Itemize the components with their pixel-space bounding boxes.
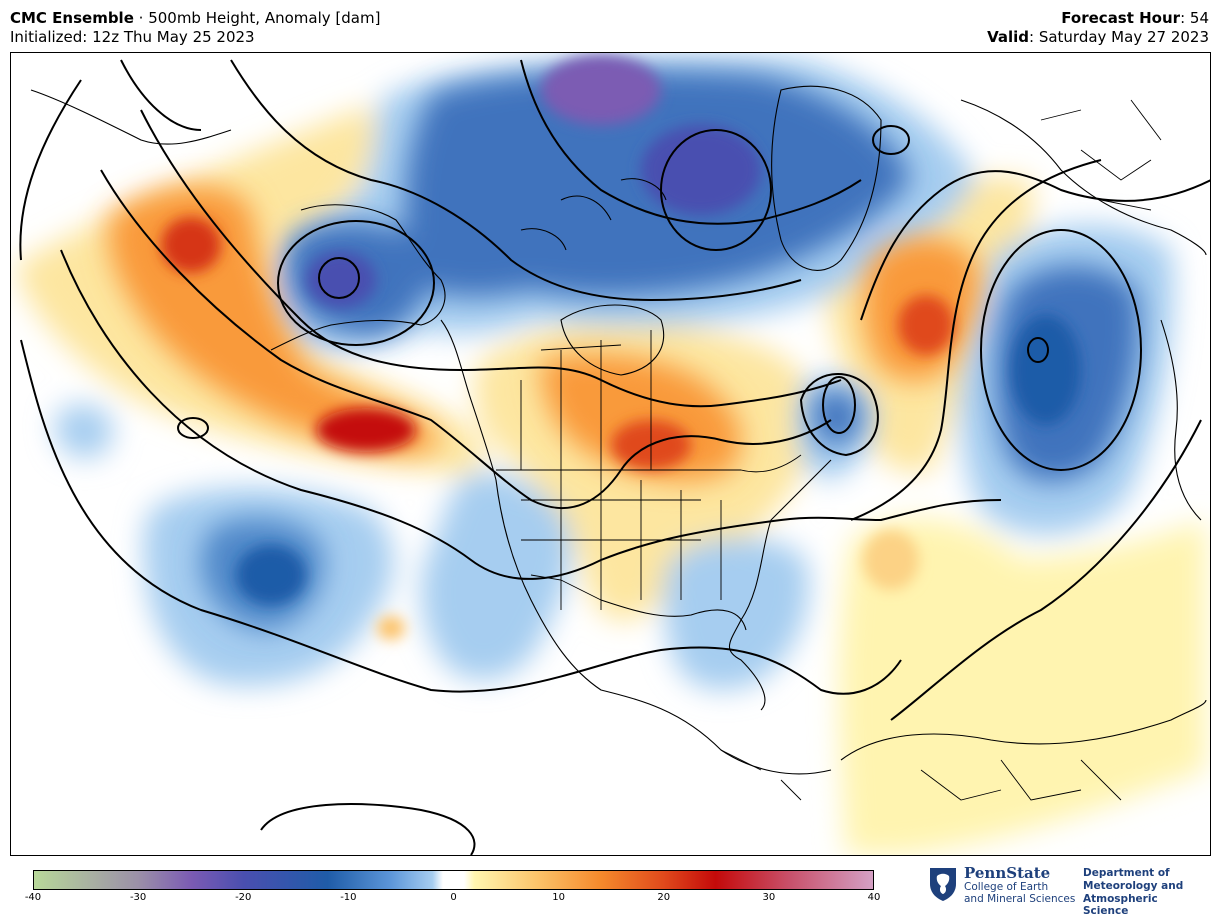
height-contour-low-newfoundland: [822, 376, 856, 434]
forecast-hour-value: : 54: [1180, 9, 1209, 27]
positive-core-pacific: [316, 408, 416, 452]
coastline-siberia: [30, 89, 232, 145]
colorbar-tick-label: 0: [450, 892, 457, 903]
height-contour-2: [60, 249, 1002, 580]
anomaly-colorbar: [33, 870, 874, 890]
coastline-hudson-bay: [560, 304, 665, 376]
coastline-canadian-archipelago: [520, 178, 667, 251]
map-title: CMC Ensemble · 500mb Height, Anomaly [da…: [10, 9, 380, 28]
colorbar-tick-label: -40: [24, 892, 42, 903]
colorbar-tick-label: -10: [340, 892, 357, 903]
coastline-south-america: [840, 699, 1207, 761]
coastline-africa: [1160, 319, 1202, 521]
coastline-europe: [960, 99, 1207, 256]
valid-line: Valid: Saturday May 27 2023: [987, 28, 1209, 47]
colorbar-tick-label: 20: [657, 892, 671, 903]
positive-small-core-caribbean: [863, 530, 919, 590]
height-contour-low-arctic: [660, 129, 772, 251]
college-name-line2: and Mineral Sciences: [964, 893, 1076, 905]
valid-label: Valid: [987, 28, 1029, 46]
positive-anomaly-south-america: [991, 520, 1206, 650]
height-contour-south: [260, 803, 476, 855]
map-panel: [10, 52, 1211, 856]
colorbar-tick-label: 10: [552, 892, 565, 903]
negative-anomaly-mid-pacific: [54, 404, 113, 459]
product-name: 500mb Height, Anomaly [dam]: [148, 9, 381, 27]
height-contour-low-iceland: [872, 125, 910, 155]
positive-core-atlantic: [898, 295, 954, 355]
map-canvas: [16, 55, 1210, 855]
height-contour-atlantic-3: [890, 419, 1202, 721]
negative-core-north-atlantic: [1011, 315, 1081, 425]
title-separator: ·: [133, 9, 149, 27]
central-america-borders: [720, 749, 802, 801]
department-line3: Atmospheric Science: [1083, 893, 1158, 917]
height-contour-low-atlantic-inner: [1027, 337, 1049, 363]
positive-core-gulf-of-alaska: [161, 217, 221, 273]
canada-provinces: [520, 330, 652, 470]
department-line2: Meteorology and: [1083, 880, 1184, 892]
model-name: CMC Ensemble: [10, 9, 134, 27]
coastline-alaska: [270, 204, 446, 351]
height-contour-atlantic-2: [850, 159, 1102, 521]
colorbar-tick-label: -30: [129, 892, 147, 903]
initialized-label: Initialized:: [10, 28, 93, 46]
negative-core-greenland: [641, 125, 761, 215]
height-contour-atlantic-1: [860, 170, 1210, 321]
pennstate-logo: PennState College of Earth and Mineral S…: [928, 864, 1198, 917]
colorbar-tick-label: 30: [762, 892, 776, 903]
pennstate-wordmark: PennState: [964, 864, 1051, 882]
negative-core-arctic: [541, 55, 661, 125]
positive-mid-central: [541, 354, 741, 481]
negative-anomaly-western-us: [421, 472, 572, 680]
coastline-us-east: [729, 459, 832, 711]
height-contours: [19, 59, 1210, 855]
nittany-lion-shield-icon: [930, 868, 956, 901]
height-contour-3: [100, 169, 832, 510]
height-contour-low-alaska-outer: [277, 220, 435, 346]
europe-borders: [1040, 99, 1162, 211]
anomaly-shading: [16, 55, 1206, 855]
valid-value: : Saturday May 27 2023: [1029, 28, 1209, 46]
south-america-borders: [920, 759, 1122, 801]
height-contour-5: [230, 59, 802, 302]
negative-anomaly-southeast-us: [663, 537, 809, 690]
negative-mid-newfoundland: [813, 390, 862, 446]
initialized-value: 12z Thu May 25 2023: [92, 28, 255, 46]
forecast-hour-line: Forecast Hour: 54: [1061, 9, 1209, 28]
negative-core-eastern-pacific: [236, 545, 306, 605]
height-contour-northwest: [19, 59, 202, 261]
negative-core-alaska: [306, 252, 376, 308]
coastline-greenland: [770, 85, 882, 271]
positive-small-core-pacific: [377, 616, 405, 640]
political-borders: [496, 99, 1162, 801]
height-contour-high-pacific: [177, 417, 209, 439]
college-name-line1: College of Earth: [964, 881, 1049, 893]
us-canada-border: [496, 454, 802, 473]
height-contour-low-newfoundland-outer: [799, 373, 879, 457]
colorbar-tick-label: -20: [235, 892, 252, 903]
colorbar-tick-label: 40: [867, 892, 881, 903]
height-contour-low-atlantic-outer: [980, 229, 1142, 471]
department-line1: Department of: [1083, 867, 1170, 879]
coastline-gulf: [600, 599, 747, 631]
height-contour-1: [20, 339, 902, 695]
initialized-line: Initialized: 12z Thu May 25 2023: [10, 28, 255, 47]
us-states: [521, 470, 722, 610]
height-contour-low-alaska-inner: [318, 257, 360, 299]
forecast-hour-label: Forecast Hour: [1061, 9, 1181, 27]
height-contour-4: [140, 109, 842, 408]
